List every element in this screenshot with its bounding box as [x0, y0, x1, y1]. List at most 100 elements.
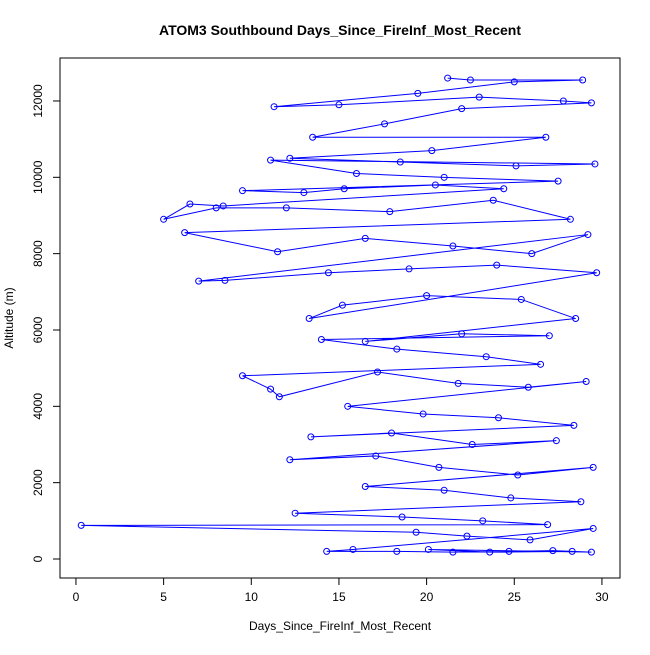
- data-point: [475, 93, 483, 101]
- data-point: [458, 105, 466, 113]
- data-point: [77, 521, 85, 529]
- data-point: [431, 181, 439, 189]
- plot-box: [59, 57, 621, 579]
- data-point: [500, 185, 508, 193]
- data-point: [579, 76, 587, 84]
- data-point: [577, 498, 585, 506]
- x-tick-label: 25: [508, 590, 522, 604]
- data-point: [307, 433, 315, 441]
- data-point: [505, 547, 513, 555]
- data-point: [545, 332, 553, 340]
- data-point: [405, 265, 413, 273]
- data-point: [568, 547, 576, 555]
- data-point: [537, 360, 545, 368]
- data-point: [344, 402, 352, 410]
- data-point: [589, 524, 597, 532]
- data-point: [444, 74, 452, 82]
- data-point: [361, 482, 369, 490]
- data-point: [507, 494, 515, 502]
- data-point: [274, 248, 282, 256]
- chart-title: ATOM3 Southbound Days_Since_FireInf_Most…: [159, 22, 521, 38]
- x-tick-label: 15: [332, 590, 346, 604]
- data-point: [528, 250, 536, 258]
- data-point: [291, 509, 299, 517]
- data-point: [300, 189, 308, 197]
- x-tick-label: 30: [595, 590, 609, 604]
- data-point: [587, 548, 595, 556]
- data-point: [352, 169, 360, 177]
- data-point: [361, 337, 369, 345]
- data-point: [195, 277, 203, 285]
- data-point: [396, 158, 404, 166]
- data-point: [486, 548, 494, 556]
- data-point: [239, 372, 247, 380]
- data-point: [587, 99, 595, 107]
- data-point: [463, 532, 471, 540]
- y-tick-label: 4000: [31, 393, 45, 420]
- data-point: [372, 452, 380, 460]
- y-tick-label: 0: [31, 555, 45, 562]
- data-point: [381, 120, 389, 128]
- data-point: [494, 414, 502, 422]
- y-tick-label: 8000: [31, 240, 45, 267]
- x-tick-label: 5: [160, 590, 167, 604]
- data-point: [398, 513, 406, 521]
- data-point: [493, 261, 501, 269]
- y-axis-label: Altitude (m): [2, 287, 16, 348]
- data-point: [582, 378, 590, 386]
- y-tick-label: 12000: [31, 84, 45, 118]
- data-point: [428, 147, 436, 155]
- data-point: [512, 162, 520, 170]
- x-tick-label: 10: [245, 590, 259, 604]
- data-point: [414, 89, 422, 97]
- data-point: [566, 215, 574, 223]
- data-point: [458, 330, 466, 338]
- data-point: [286, 154, 294, 162]
- data-point: [239, 187, 247, 195]
- data-point: [468, 440, 476, 448]
- data-point: [186, 200, 194, 208]
- data-point: [212, 204, 220, 212]
- data-point: [589, 463, 597, 471]
- data-point: [524, 383, 532, 391]
- data-point: [361, 234, 369, 242]
- data-point: [466, 76, 474, 84]
- data-point: [275, 393, 283, 401]
- data-point: [572, 315, 580, 323]
- data-point: [559, 97, 567, 105]
- data-point: [454, 379, 462, 387]
- x-tick-label: 20: [420, 590, 434, 604]
- data-point: [544, 521, 552, 529]
- data-point: [549, 547, 557, 555]
- x-axis-label: Days_Since_FireInf_Most_Recent: [249, 619, 432, 633]
- data-point: [526, 536, 534, 544]
- data-point: [386, 208, 394, 216]
- data-point: [423, 292, 431, 300]
- data-point: [324, 269, 332, 277]
- data-point: [286, 456, 294, 464]
- data-point: [160, 215, 168, 223]
- data-point: [340, 185, 348, 193]
- data-point: [554, 177, 562, 185]
- data-point: [393, 345, 401, 353]
- y-tick-label: 10000: [31, 160, 45, 194]
- data-point: [517, 295, 525, 303]
- data-point: [482, 353, 490, 361]
- data-point: [424, 545, 432, 553]
- data-point: [552, 437, 560, 445]
- data-point: [181, 229, 189, 237]
- x-tick-label: 0: [73, 590, 80, 604]
- data-point: [593, 269, 601, 277]
- data-point: [584, 231, 592, 239]
- data-point: [393, 547, 401, 555]
- data-point: [449, 242, 457, 250]
- data-point: [338, 301, 346, 309]
- data-point: [440, 486, 448, 494]
- data-point: [323, 547, 331, 555]
- data-point: [335, 101, 343, 109]
- data-point: [435, 463, 443, 471]
- data-point: [267, 385, 275, 393]
- data-line: [81, 77, 597, 553]
- data-point: [219, 202, 227, 210]
